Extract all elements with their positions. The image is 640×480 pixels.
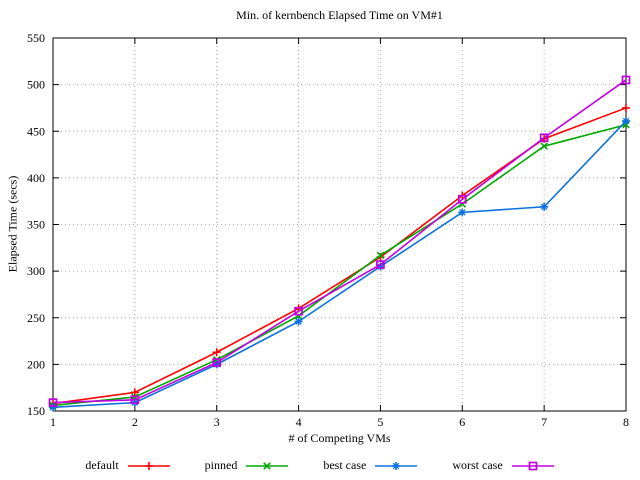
x-tick-label: 6 <box>459 415 465 429</box>
x-tick-label: 7 <box>541 415 547 429</box>
data-point-marker-plus <box>212 348 221 357</box>
legend-sample-line <box>246 461 289 470</box>
y-tick-label: 400 <box>27 171 45 185</box>
y-tick-label: 200 <box>27 357 45 371</box>
data-point-marker-cross <box>294 312 303 320</box>
data-point-marker-cross <box>540 142 548 150</box>
y-tick-label: 250 <box>27 311 45 325</box>
legend-item-pinned: pinned <box>205 458 290 473</box>
y-tick-label: 300 <box>27 264 45 278</box>
data-point-marker-asterisk <box>392 461 401 470</box>
data-point-marker-square <box>130 395 140 405</box>
series-line-pinned <box>52 123 627 407</box>
x-tick-label: 4 <box>296 415 302 429</box>
data-point-marker-square <box>621 75 631 85</box>
plot-border <box>52 37 627 412</box>
series-line-worst-case <box>52 79 627 404</box>
y-tick-label: 350 <box>27 218 45 232</box>
series-line-default <box>52 107 627 405</box>
legend: default pinned best case worst case <box>0 458 640 473</box>
data-point-marker-cross <box>376 251 385 260</box>
data-point-marker-plus <box>144 461 153 470</box>
legend-sample-line <box>127 461 170 470</box>
data-point-marker-cross <box>263 461 272 470</box>
x-tick-label: 5 <box>377 415 383 429</box>
y-tick-label: 550 <box>27 31 45 45</box>
legend-sample-line <box>375 461 418 470</box>
legend-label: pinned <box>204 458 238 472</box>
x-tick-label: 2 <box>132 415 138 429</box>
data-point-marker-square <box>294 306 303 316</box>
data-point-marker-asterisk <box>458 208 467 217</box>
y-tick-label: 150 <box>27 404 45 418</box>
y-tick-label: 450 <box>27 124 45 138</box>
data-point-marker-asterisk <box>540 202 549 211</box>
data-point-marker-plus <box>622 103 630 112</box>
series-line-best-case <box>52 120 627 409</box>
data-point-marker-square <box>457 194 467 204</box>
data-point-marker-plus <box>130 388 139 397</box>
data-point-marker-square <box>539 133 549 143</box>
legend-item-worst-case: worst case <box>452 458 554 473</box>
x-tick-label: 8 <box>623 415 629 429</box>
legend-label: best case <box>323 458 367 472</box>
data-point-marker-square <box>48 398 58 407</box>
legend-label: worst case <box>452 458 503 472</box>
x-axis-label: # of Competing VMs <box>288 431 391 445</box>
legend-label: default <box>85 458 119 472</box>
legend-item-default: default <box>85 458 170 473</box>
x-tick-label: 1 <box>50 415 56 429</box>
legend-sample-line <box>511 461 554 470</box>
data-point-marker-square <box>376 260 385 269</box>
data-point-marker-square <box>528 461 538 470</box>
chart-title: Min. of kernbench Elapsed Time on VM#1 <box>236 8 443 22</box>
data-point-marker-asterisk <box>622 116 630 125</box>
y-tick-label: 500 <box>27 78 45 92</box>
data-point-marker-square <box>212 358 222 367</box>
data-point-marker-asterisk <box>294 317 303 326</box>
legend-item-best-case: best case <box>323 458 418 473</box>
x-tick-label: 3 <box>214 415 220 429</box>
